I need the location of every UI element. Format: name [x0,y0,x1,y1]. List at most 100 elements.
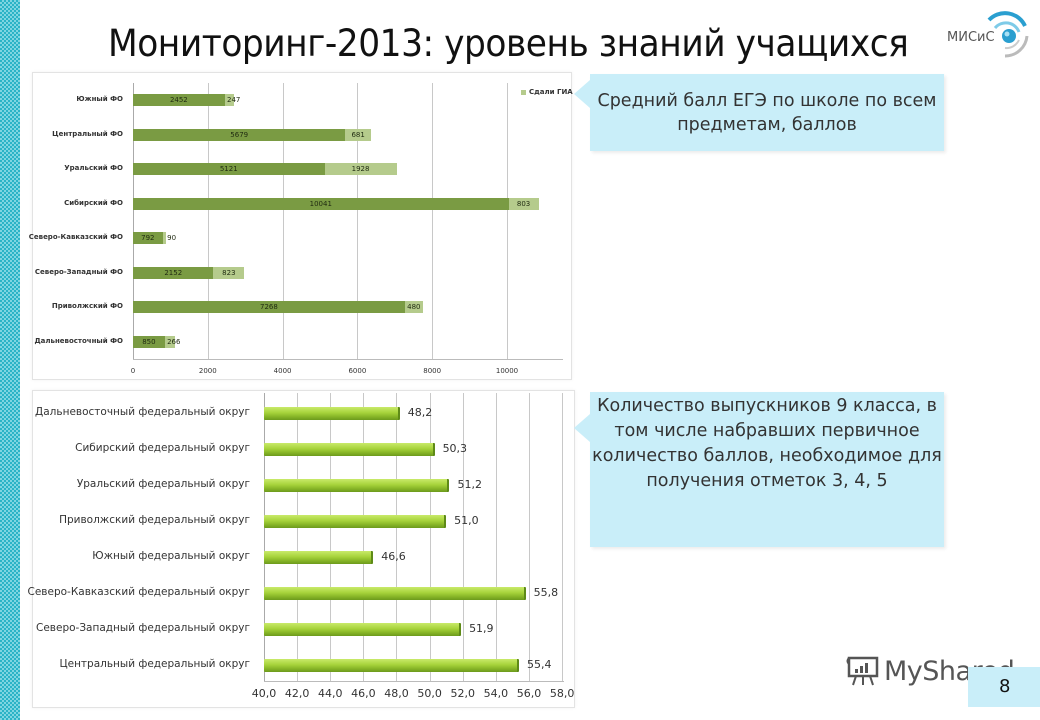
bar-value-label: 50,3 [442,442,468,455]
category-label: Северо-Кавказский федеральный округ [27,586,251,598]
x-tick-label: 52,0 [450,687,475,700]
misis-logo: МИСиС [945,6,1035,66]
bar-segment-main [133,128,346,141]
category-label: Приволжский ФО [51,302,123,311]
category-label: Центральный федеральный округ [59,658,250,670]
bar-value-label: 7268 [259,303,278,312]
bar-segment-passed [404,301,423,314]
x-tick-label: 54,0 [483,687,509,700]
x-axis [133,359,563,360]
x-tick-label: 4000 [273,367,292,375]
legend-swatch [521,89,526,95]
bar-value-label: 850 [142,337,156,346]
category-label: Сибирский ФО [64,198,123,207]
category-label: Центральный ФО [52,129,123,138]
x-tick-label: 44,0 [317,687,343,700]
legend-label: Сдали ГИА [529,88,573,96]
category-label: Сибирский федеральный округ [75,442,250,454]
callout-bottom: Количество выпускников 9 класса, в том ч… [574,392,944,547]
bar-value-label: 5679 [230,130,249,139]
bar-value-label: 823 [222,268,236,277]
bar-value-label: 51,0 [454,514,479,527]
bar-segment-main [133,301,405,314]
x-tick-label: 0 [130,367,136,375]
bar-segment-main [133,163,325,176]
grid-line [495,393,497,681]
x-tick-label: 8000 [423,367,442,375]
grid-line [432,83,434,359]
slide-title: Мониторинг-2013: уровень знаний учащихся [108,22,909,65]
category-label: Уральский федеральный округ [76,478,250,490]
logo-text: МИСиС [947,30,995,45]
bar-segment-passed [164,335,175,348]
y-axis [264,393,265,681]
category-label: Уральский ФО [64,164,123,173]
category-label: Северо-Западный ФО [34,267,123,276]
bar-value-label: 681 [351,130,365,139]
callout-top: Средний балл ЕГЭ по школе по всем предме… [574,74,944,151]
grid-line [297,393,299,681]
x-tick-label: 6000 [348,367,367,375]
bar [264,551,374,564]
grid-line [396,393,398,681]
bar-value-label: 51,9 [469,622,494,635]
bar-segment-passed [345,128,371,141]
x-tick-label: 50,0 [417,687,442,700]
bar-value-label: 90 [167,234,177,243]
bar-segment-main [133,335,165,348]
bar-value-label: 480 [407,303,421,312]
category-label: Южный ФО [76,95,123,104]
bar-value-label: 10041 [309,199,332,208]
bar-value-label: 1928 [351,165,370,174]
x-axis [264,681,564,682]
bar-value-label: 2152 [164,268,183,277]
x-tick-label: 10000 [495,367,519,375]
logo-rings-icon [987,11,1029,58]
x-tick-label: 48,0 [384,687,409,700]
bar-segment-passed [213,266,245,279]
bar [264,623,462,636]
presentation-board-icon [846,656,879,686]
bar-value-label: 803 [516,199,531,208]
chart-legend: Сдали ГИА [521,88,573,96]
grid-line [207,83,209,359]
y-axis [133,83,134,359]
grid-line [507,83,508,359]
bar-value-label: 266 [167,337,181,346]
grid-line [363,393,365,681]
x-tick-label: 58,0 [549,687,575,700]
bar-value-label: 48,2 [407,406,433,419]
bar-segment-passed [324,163,397,176]
bar-segment-main [133,232,163,245]
grid-line [282,83,284,359]
x-tick-label: 56,0 [516,687,542,700]
bar [264,515,447,528]
grid-line [462,393,464,681]
bar-segment-passed [162,232,166,245]
grid-line [429,393,431,681]
x-tick-label: 46,0 [351,687,376,700]
bar [264,443,435,456]
page-number-box [968,667,1040,707]
bar-segment-main [133,266,214,279]
page-number: 8 [999,676,1011,697]
category-label: Дальневосточный федеральный округ [35,406,250,418]
bar-chart-average-score: 40,0 42,0 44,0 46,0 48,0 50,0 52,0 54,0 56,0 58,0… [28,390,575,708]
bar-value-label: 46,6 [381,550,406,563]
category-label: Приволжский федеральный округ [59,514,250,526]
bar-segment-passed [508,197,539,210]
grid-line [528,393,530,681]
bar-value-label: 51,2 [457,478,482,491]
bar-segment-passed [224,94,234,107]
grid-line [330,393,332,681]
bar-segment-main [133,197,509,210]
bar-value-label: 247 [227,96,241,105]
x-tick-label: 42,0 [284,687,310,700]
bar-value-label: 55,4 [527,658,552,671]
bar [264,479,450,492]
x-tick-label: 40,0 [251,687,277,700]
bar-value-label: 55,8 [533,586,559,599]
bar-value-label: 2452 [169,96,188,105]
bar-segment-main [133,94,225,107]
bar [264,407,400,420]
